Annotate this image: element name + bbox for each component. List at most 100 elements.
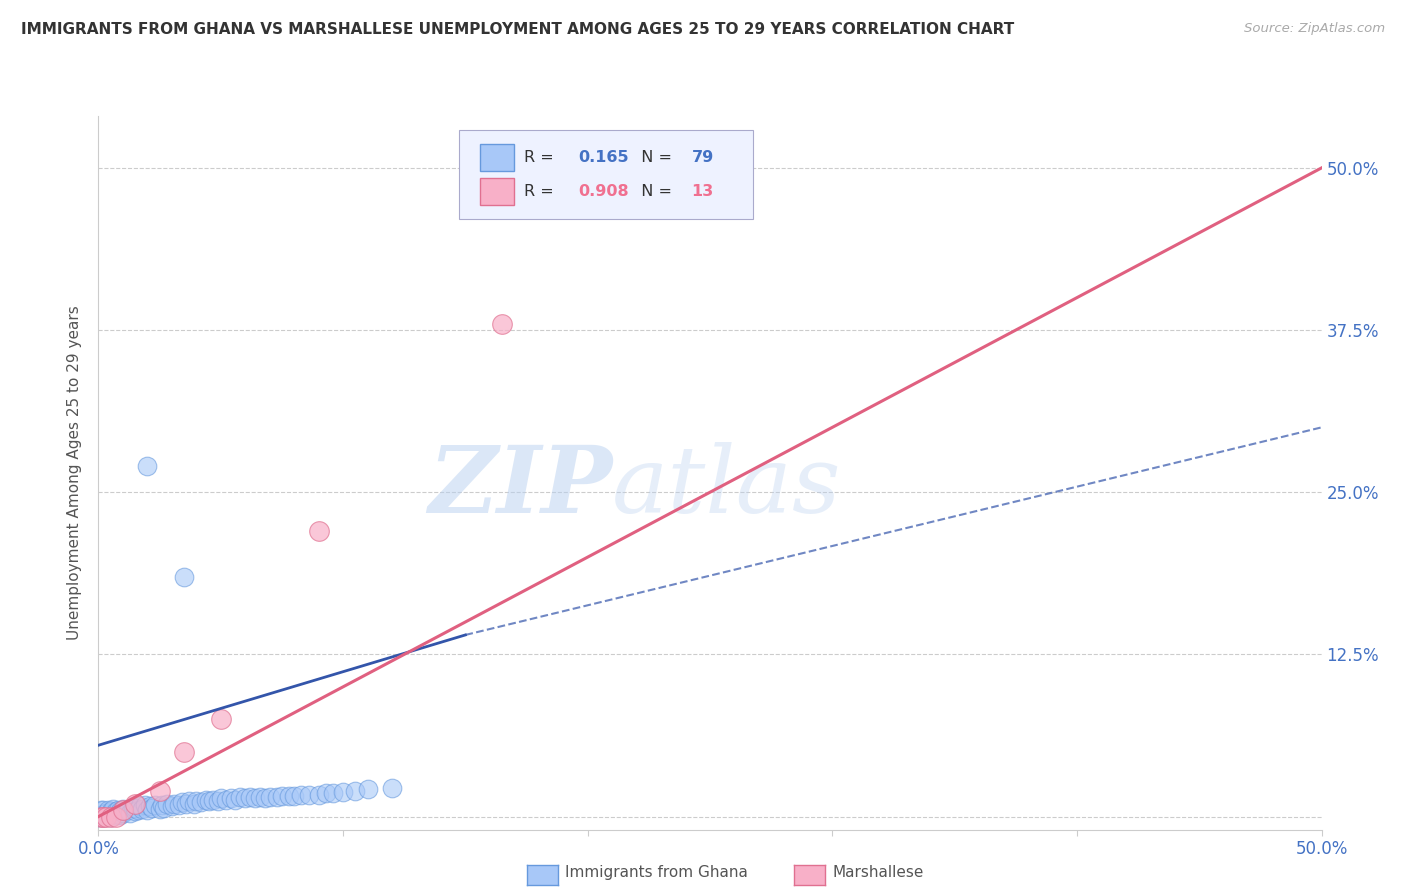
Point	[332, 785, 354, 799]
Point	[266, 790, 288, 805]
Point	[114, 805, 136, 819]
Point	[124, 800, 146, 814]
Point	[207, 794, 229, 808]
Point	[308, 524, 330, 538]
Point	[298, 788, 321, 802]
Point	[344, 783, 367, 797]
Point	[167, 797, 190, 812]
Point	[322, 786, 344, 800]
Point	[153, 800, 176, 814]
Text: 13: 13	[692, 184, 714, 199]
Text: 0.165: 0.165	[578, 150, 628, 165]
Point	[90, 803, 112, 817]
Point	[111, 805, 134, 820]
Point	[219, 791, 242, 805]
Point	[173, 569, 195, 583]
Point	[124, 797, 146, 811]
Point	[91, 809, 114, 823]
Text: N =: N =	[630, 150, 676, 165]
Point	[259, 790, 281, 805]
Point	[356, 782, 378, 797]
Point	[97, 803, 120, 817]
Point	[239, 790, 262, 805]
FancyBboxPatch shape	[460, 130, 752, 219]
Point	[129, 799, 152, 814]
Point	[111, 803, 134, 817]
Text: R =: R =	[524, 150, 560, 165]
Point	[100, 805, 122, 819]
Text: R =: R =	[524, 184, 560, 199]
Point	[173, 745, 195, 759]
Point	[91, 809, 114, 823]
Point	[195, 793, 218, 807]
Point	[97, 808, 120, 822]
Point	[117, 803, 139, 817]
Point	[183, 797, 205, 811]
Point	[94, 805, 117, 820]
Text: Source: ZipAtlas.com: Source: ZipAtlas.com	[1244, 22, 1385, 36]
Point	[233, 791, 256, 805]
Point	[197, 794, 219, 808]
Point	[91, 803, 114, 817]
Point	[186, 794, 208, 808]
Point	[107, 803, 129, 817]
Point	[156, 797, 179, 811]
Point	[190, 795, 212, 809]
Point	[100, 809, 122, 823]
FancyBboxPatch shape	[479, 178, 515, 205]
Point	[107, 807, 129, 822]
Point	[94, 809, 117, 823]
Point	[104, 805, 127, 819]
Point	[127, 803, 149, 817]
FancyBboxPatch shape	[479, 144, 515, 171]
Point	[100, 809, 122, 823]
Point	[90, 809, 112, 823]
Point	[177, 794, 200, 808]
Point	[308, 788, 330, 802]
Point	[315, 786, 337, 800]
Point	[249, 790, 271, 805]
Point	[283, 789, 305, 803]
Point	[110, 805, 132, 819]
Point	[136, 459, 159, 474]
Point	[124, 805, 146, 819]
Text: Immigrants from Ghana: Immigrants from Ghana	[565, 865, 748, 880]
Point	[170, 795, 193, 809]
Point	[121, 800, 143, 814]
Point	[136, 803, 159, 817]
Point	[104, 809, 127, 823]
Text: atlas: atlas	[612, 442, 842, 532]
Point	[202, 793, 225, 807]
Point	[101, 802, 124, 816]
Point	[150, 797, 173, 812]
Point	[229, 790, 252, 805]
Text: ZIP: ZIP	[427, 442, 612, 532]
Point	[87, 809, 110, 823]
Point	[278, 789, 301, 803]
Point	[141, 800, 163, 814]
Point	[139, 799, 162, 814]
Text: N =: N =	[630, 184, 676, 199]
Point	[176, 797, 198, 811]
Y-axis label: Unemployment Among Ages 25 to 29 years: Unemployment Among Ages 25 to 29 years	[67, 305, 83, 640]
Point	[626, 161, 648, 175]
Text: 0.908: 0.908	[578, 184, 628, 199]
Point	[131, 802, 153, 816]
Point	[290, 788, 312, 802]
Point	[214, 793, 236, 807]
Point	[149, 802, 172, 816]
Point	[243, 791, 266, 805]
Point	[209, 712, 232, 726]
Point	[491, 317, 513, 331]
Point	[110, 808, 132, 822]
Point	[149, 783, 172, 797]
Text: Marshallese: Marshallese	[832, 865, 924, 880]
Point	[90, 809, 112, 823]
Point	[120, 805, 142, 820]
Point	[111, 802, 134, 816]
Point	[253, 791, 276, 805]
Point	[91, 807, 114, 822]
Text: IMMIGRANTS FROM GHANA VS MARSHALLESE UNEMPLOYMENT AMONG AGES 25 TO 29 YEARS CORR: IMMIGRANTS FROM GHANA VS MARSHALLESE UNE…	[21, 22, 1014, 37]
Point	[209, 791, 232, 805]
Point	[143, 797, 166, 812]
